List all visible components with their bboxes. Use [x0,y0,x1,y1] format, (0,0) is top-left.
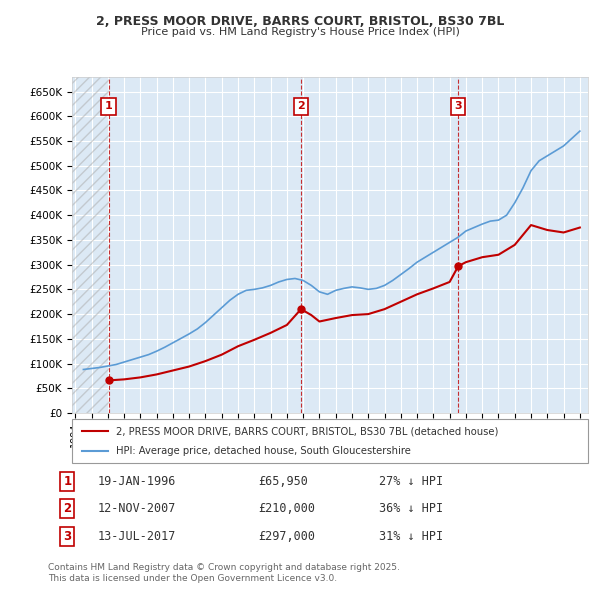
Bar [72,77,109,413]
Text: 12-NOV-2007: 12-NOV-2007 [98,502,176,516]
Text: Price paid vs. HM Land Registry's House Price Index (HPI): Price paid vs. HM Land Registry's House … [140,27,460,37]
Text: £65,950: £65,950 [258,475,308,488]
Text: 2, PRESS MOOR DRIVE, BARRS COURT, BRISTOL, BS30 7BL: 2, PRESS MOOR DRIVE, BARRS COURT, BRISTO… [96,15,504,28]
Text: £210,000: £210,000 [258,502,315,516]
Text: 27% ↓ HPI: 27% ↓ HPI [379,475,443,488]
Text: 3: 3 [63,530,71,543]
Text: 36% ↓ HPI: 36% ↓ HPI [379,502,443,516]
Text: 13-JUL-2017: 13-JUL-2017 [98,530,176,543]
Text: 19-JAN-1996: 19-JAN-1996 [98,475,176,488]
Text: 1: 1 [63,475,71,488]
Text: 1: 1 [105,101,112,112]
Text: Contains HM Land Registry data © Crown copyright and database right 2025.
This d: Contains HM Land Registry data © Crown c… [48,563,400,583]
Text: 2: 2 [63,502,71,516]
Text: HPI: Average price, detached house, South Gloucestershire: HPI: Average price, detached house, Sout… [116,446,411,455]
Text: 31% ↓ HPI: 31% ↓ HPI [379,530,443,543]
FancyBboxPatch shape [72,419,588,463]
Text: 2, PRESS MOOR DRIVE, BARRS COURT, BRISTOL, BS30 7BL (detached house): 2, PRESS MOOR DRIVE, BARRS COURT, BRISTO… [116,427,498,436]
Text: 3: 3 [454,101,462,112]
Text: 2: 2 [297,101,305,112]
Text: £297,000: £297,000 [258,530,315,543]
